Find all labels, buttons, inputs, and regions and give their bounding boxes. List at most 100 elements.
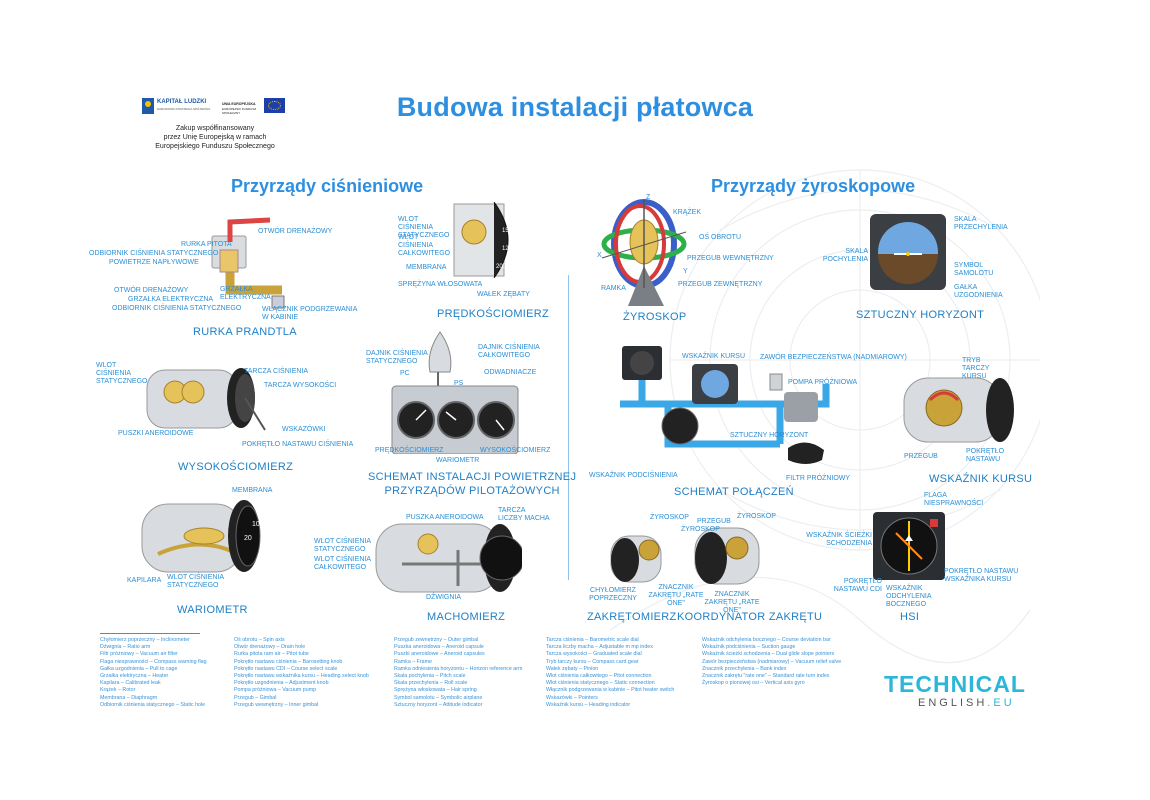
glossary-entry: Przegub – Gimbal xyxy=(234,694,277,701)
label-tarcza-wysokosci: TARCZA WYSOKOŚCI xyxy=(264,382,337,389)
glossary-entry: Pokrętło uzgodnienia – Adjustment knob xyxy=(234,680,329,687)
label-odwadniacze: ODWADNIACZE xyxy=(484,369,537,376)
glossary-entry: Chyłomierz poprzeczny – Inclinometer xyxy=(100,637,190,643)
glossary-entry: Symbol samolotu – Symbolic airplane xyxy=(394,694,483,701)
label-odbiornik-stat-2: ODBIORNIK CIŚNIENIA STATYCZNEGO xyxy=(112,305,242,312)
glossary-entry: Flaga niesprawności – Compass warning fl… xyxy=(100,658,207,665)
label-wskazowki: WSKAZÓWKI xyxy=(282,426,326,433)
glossary-entry: Krążek – Rotor xyxy=(100,687,136,694)
glossary-entry: Wskaźnik podciśnienia – Suction gauge xyxy=(702,644,796,651)
brand-name: TECHNICAL xyxy=(884,671,1026,697)
glossary-col-5: Wskaźnik odchylenia bocznego – Course de… xyxy=(702,637,841,687)
label-os-obrotu: OŚ OBROTU xyxy=(699,234,742,241)
glossary-entry: Wskaźnik ścieżki schodzenia – Dual glide… xyxy=(702,651,835,658)
label-wysokosciomierz-s: WYSOKOŚCIOMIERZ xyxy=(480,447,551,454)
label-wlot-calk-asi: WLOT CIŚNIENIA CAŁKOWITEGO xyxy=(398,234,451,257)
title-hsi: HSI xyxy=(900,611,920,623)
label-wskaznik-podc: WSKAŹNIK PODCIŚNIENIA xyxy=(589,472,678,479)
label-membrana-asi: MEMBRANA xyxy=(406,264,447,271)
label-z: Z xyxy=(646,194,651,201)
glossary-entry: Grzałka elektryczna – Heater xyxy=(100,673,169,680)
title-altimeter: WYSOKOŚCIOMIERZ xyxy=(178,461,294,473)
glossary-entry: Znacznik zakrętu "rate one" – Standard r… xyxy=(702,673,830,680)
glossary-entry: Wskaźnik odchylenia bocznego – Course de… xyxy=(702,637,831,643)
glossary-entry: Sztuczny horyzont – Attitude indicator xyxy=(394,701,483,708)
label-wskaznik-kursu-s: WSKAŹNIK KURSU xyxy=(682,353,746,360)
svg-text:120: 120 xyxy=(502,246,513,252)
label-otwor-drenazowy-1: OTWÓR DRENAŻOWY xyxy=(258,228,333,235)
label-symbol-samolotu: SYMBOL SAMOLOTU xyxy=(954,262,994,277)
eu-line-1: Zakup współfinansowany xyxy=(175,125,255,132)
glossary-entry: Sprężyna włoskowata – Hair spring xyxy=(394,687,477,694)
label-dajnik-stat: DAJNIK CIŚNIENIA STATYCZNEGO xyxy=(366,350,428,365)
label-pokretlo-wsk: POKRĘTŁO NASTAWU WSKAŹNIKA KURSU xyxy=(944,568,1019,583)
title-schema-line2: PRZYRZĄDÓW PILOTAŻOWYCH xyxy=(384,485,560,497)
label-dajnik-calk: DAJNIK CIŚNIENIA CAŁKOWITEGO xyxy=(478,344,540,359)
label-tarcza-mach: TARCZA LICZBY MACHA xyxy=(498,507,550,522)
brand-tld: .EU xyxy=(987,697,1015,709)
title-turn-coord: KOORDYNATOR ZAKRĘTU xyxy=(677,611,823,623)
label-flaga: FLAGA NIESPRAWNOŚCI xyxy=(924,492,984,507)
label-walek: WAŁEK ZĘBATY xyxy=(477,291,530,298)
title-prandtl: RURKA PRANDTLA xyxy=(193,326,297,338)
glossary-col-3: Przegub zewnętrzny – Outer gimbal Puszka … xyxy=(394,637,522,709)
label-zyroskop-2: ŻYROSKOP xyxy=(681,526,720,533)
label-tarcza-cisnienia: TARCZA CIŚNIENIA xyxy=(244,368,309,375)
glossary-rule xyxy=(100,633,200,634)
gyroscope-drawing xyxy=(601,199,687,306)
label-przegub-tc: PRZEGUB xyxy=(697,518,731,525)
glossary-entry: Filtr próżniowy – Vacuum air filter xyxy=(100,651,178,658)
label-zawor: ZAWÓR BEZPIECZEŃSTWA (NADMIAROWY) xyxy=(760,354,907,361)
connection-schema-drawing xyxy=(620,346,830,464)
glossary-entry: Ramka – Frame xyxy=(394,658,432,665)
glossary-entry: Pokrętło nastawu ciśnienia – Barosetting… xyxy=(234,658,343,665)
label-membrana-var: MEMBRANA xyxy=(232,487,273,494)
label-otwor-drenazowy-2: OTWÓR DRENAŻOWY xyxy=(114,287,189,294)
label-rurka-pitota: RURKA PITOTA xyxy=(181,241,232,248)
label-przegub-wewn: PRZEGUB WEWNĘTRZNY xyxy=(687,255,774,262)
svg-text:150: 150 xyxy=(502,228,513,234)
title-heading: WSKAŹNIK KURSU xyxy=(929,473,1033,485)
label-pokretlo-hi: POKRĘTŁO NASTAWU xyxy=(966,448,1005,463)
label-przegub-hi: PRZEGUB xyxy=(904,453,938,460)
label-grzalka-el-2: GRZAŁKA ELEKTRYCZNA xyxy=(220,286,271,301)
label-pompa: POMPA PRÓŻNIOWA xyxy=(788,379,858,386)
label-wlacznik: WŁĄCZNIK PODGRZEWANIA W KABINIE xyxy=(262,306,358,321)
label-znacznik-2: ZNACZNIK ZAKRĘTU „RATE ONE" xyxy=(704,591,760,614)
label-filtr: FILTR PRÓŻNIOWY xyxy=(786,475,851,482)
glossary-entry: Puszka aneroidowa – Aneroid capsule xyxy=(394,644,484,651)
label-sprezyna: SPRĘŻYNA WŁOSOWATA xyxy=(398,281,483,288)
glossary-col-1: Chyłomierz poprzeczny – Inclinometer Dźwi… xyxy=(100,637,207,709)
glossary-entry: Wskaźnik kursu – Heading indicator xyxy=(546,701,631,708)
title-connection: SCHEMAT POŁĄCZEŃ xyxy=(674,486,794,498)
glossary-entry: Tryb tarczy kursu – Compass card gear xyxy=(546,658,639,665)
glossary-entry: Odbiornik ciśnienia statycznego – Static… xyxy=(100,701,206,708)
label-powietrze: POWIETRZE NAPŁYWOWE xyxy=(109,259,199,266)
logo2-sub: EUROPEJSKI FUNDUSZ SPOŁECZNY xyxy=(222,107,257,115)
glossary-entry: Rurka pitota ram air – Pitot tube xyxy=(234,651,309,658)
glossary-entry: Skala pochylenia – Pitch scale xyxy=(394,673,466,680)
label-y: Y xyxy=(683,268,688,275)
section-title-gyro: Przyrządy żyroskopowe xyxy=(711,176,916,196)
label-wlot-calk-mach: WLOT CIŚNIENIA CAŁKOWITEGO xyxy=(314,556,371,571)
eu-notice-text: Zakup współfinansowany przez Unię Europe… xyxy=(140,124,290,151)
label-kapilara: KAPILARA xyxy=(127,577,162,584)
label-grzalka-el: GRZAŁKA ELEKTRYCZNA xyxy=(128,296,214,303)
svg-text:20: 20 xyxy=(244,535,252,542)
label-wlot-stat-var: WLOT CIŚNIENIA STATYCZNEGO xyxy=(167,574,224,589)
label-krazek: KRĄŻEK xyxy=(673,209,702,216)
label-puszka-aner: PUSZKA ANEROIDOWA xyxy=(406,514,484,521)
brand-sub-wrap: ENGLISH.EU xyxy=(918,697,1015,709)
glossary-entry: Żyroskop o pionowej osi – Vertical axis … xyxy=(702,680,805,687)
label-ramka: RAMKA xyxy=(601,285,626,292)
glossary-entry: Przegub wewnętrzny – Inner gimbal xyxy=(234,701,319,708)
airspeed-drawing: 150 120 200 xyxy=(453,202,513,278)
glossary-entry: Dźwignia – Ratio arm xyxy=(100,644,151,651)
glossary-entry: Tarcza ciśnienia – Barometric scale dial xyxy=(546,637,639,643)
glossary-entry: Tarcza liczby macha – Adjustable m mp in… xyxy=(546,644,653,651)
label-x: X xyxy=(597,252,602,259)
glossary-entry: Ramka odniesienia horyzontu – Horizon re… xyxy=(394,665,523,672)
label-predkosciomierz-s: PRĘDKOŚCIOMIERZ xyxy=(375,447,444,454)
glossary-entry: Puszki aneroidowe – Aneroid capsules xyxy=(394,651,485,658)
label-skala-pochylenia: SKALA POCHYLENIA xyxy=(822,248,868,263)
